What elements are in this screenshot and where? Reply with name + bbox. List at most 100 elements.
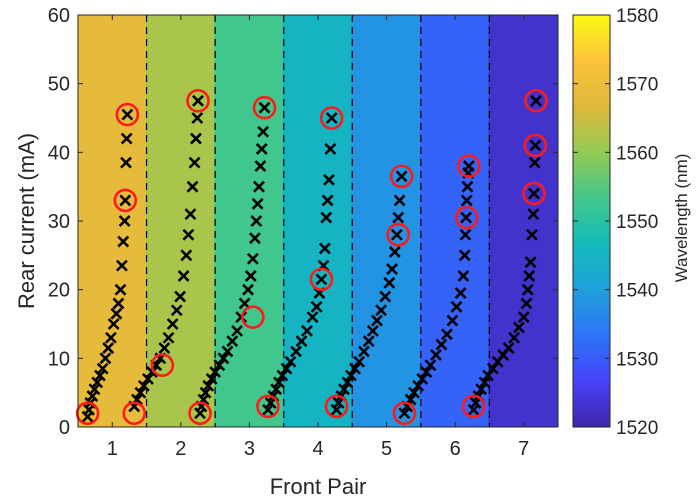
x-marker — [454, 287, 467, 300]
colorbar: 1520 1530 1540 1550 1560 1570 1580 — [572, 6, 658, 439]
x-marker — [258, 101, 271, 114]
x-marker — [392, 211, 405, 224]
x-marker — [192, 94, 204, 107]
circle-marker — [309, 267, 334, 292]
x-tick-label: 6 — [450, 438, 461, 460]
x-marker — [440, 328, 453, 341]
colorbar-tick-label: 1530 — [616, 349, 658, 370]
x-marker — [430, 348, 442, 361]
x-marker — [315, 273, 328, 286]
plot-area — [75, 15, 558, 427]
heatmap-region — [145, 15, 217, 427]
x-marker — [188, 156, 201, 169]
x-marker — [338, 383, 350, 396]
x-marker — [120, 132, 133, 145]
x-marker — [102, 342, 115, 354]
heatmap-region — [488, 15, 558, 427]
colorbar-tick-label: 1570 — [616, 75, 658, 96]
x-marker — [226, 335, 239, 348]
x-marker — [295, 335, 308, 348]
x-marker — [353, 355, 366, 368]
axes: 1 2 3 4 5 6 7 0 10 20 30 40 50 60 — [48, 5, 559, 460]
x-marker — [528, 156, 541, 169]
x-marker — [388, 245, 401, 258]
x-marker — [174, 290, 187, 303]
x-marker — [251, 197, 264, 210]
x-marker — [270, 383, 283, 396]
x-marker — [91, 376, 104, 389]
x-marker — [121, 108, 134, 121]
x-tick-label: 1 — [107, 438, 118, 460]
x-marker — [386, 263, 398, 275]
x-marker — [134, 386, 147, 399]
x-marker — [190, 132, 202, 145]
x-marker — [272, 376, 285, 389]
x-marker — [330, 403, 343, 416]
circle-marker — [252, 95, 277, 120]
circle-marker — [523, 133, 548, 158]
x-marker — [112, 297, 125, 310]
circle-marker — [392, 401, 417, 426]
circle-marker — [256, 394, 280, 419]
x-marker — [459, 228, 472, 241]
x-marker — [526, 228, 538, 241]
x-marker — [383, 276, 396, 289]
x-marker — [379, 290, 392, 303]
x-marker — [248, 232, 261, 245]
x-marker — [375, 304, 388, 317]
x-marker — [366, 324, 379, 337]
x-tick-label: 2 — [175, 438, 186, 460]
circle-marker — [457, 154, 481, 178]
x-marker — [371, 314, 383, 327]
x-marker — [324, 142, 337, 155]
x-marker — [529, 139, 542, 152]
y-tick-label: 0 — [59, 417, 70, 439]
x-marker — [318, 242, 331, 255]
x-marker — [332, 397, 345, 409]
x-marker — [325, 112, 338, 124]
y-tick-label: 40 — [48, 142, 70, 164]
x-marker — [461, 180, 474, 193]
x-marker — [177, 270, 190, 282]
x-marker — [221, 345, 234, 358]
colorbar-tick-label: 1560 — [616, 143, 658, 164]
circle-marker — [461, 394, 486, 419]
x-marker — [321, 194, 334, 207]
x-marker — [262, 403, 274, 416]
x-marker — [110, 307, 123, 320]
x-marker — [469, 397, 482, 409]
x-marker — [458, 249, 471, 262]
x-marker — [246, 252, 259, 265]
x-marker — [115, 259, 128, 272]
x-marker — [104, 331, 117, 344]
x-marker — [199, 386, 212, 399]
y-tick-label: 50 — [48, 74, 70, 96]
circle-marker — [454, 205, 479, 230]
x-marker — [344, 369, 357, 382]
colorbar-gradient — [572, 14, 611, 428]
x-marker — [257, 125, 270, 138]
colorbar-label: Wavelength (nm) — [672, 154, 691, 283]
x-marker — [170, 304, 183, 317]
x-marker — [209, 366, 222, 378]
x-marker — [166, 318, 179, 330]
x-marker — [512, 321, 525, 334]
x-marker — [231, 324, 244, 337]
heatmap-region — [214, 15, 285, 427]
x-marker — [244, 270, 257, 282]
x-marker — [358, 345, 370, 358]
circle-marker — [324, 394, 349, 419]
x-tick-label: 4 — [312, 438, 323, 460]
heatmap-region — [78, 15, 148, 427]
x-marker — [520, 297, 533, 310]
colorbar-tick-label: 1550 — [616, 212, 658, 233]
x-marker — [186, 180, 199, 193]
x-marker — [482, 369, 494, 382]
x-marker — [395, 170, 408, 183]
x-marker — [424, 359, 437, 372]
y-tick-label: 30 — [48, 211, 70, 233]
y-axis-label: Rear current (mA) — [14, 133, 39, 309]
x-marker — [250, 215, 263, 227]
x-marker — [146, 366, 158, 378]
x-tick-label: 7 — [518, 438, 529, 460]
